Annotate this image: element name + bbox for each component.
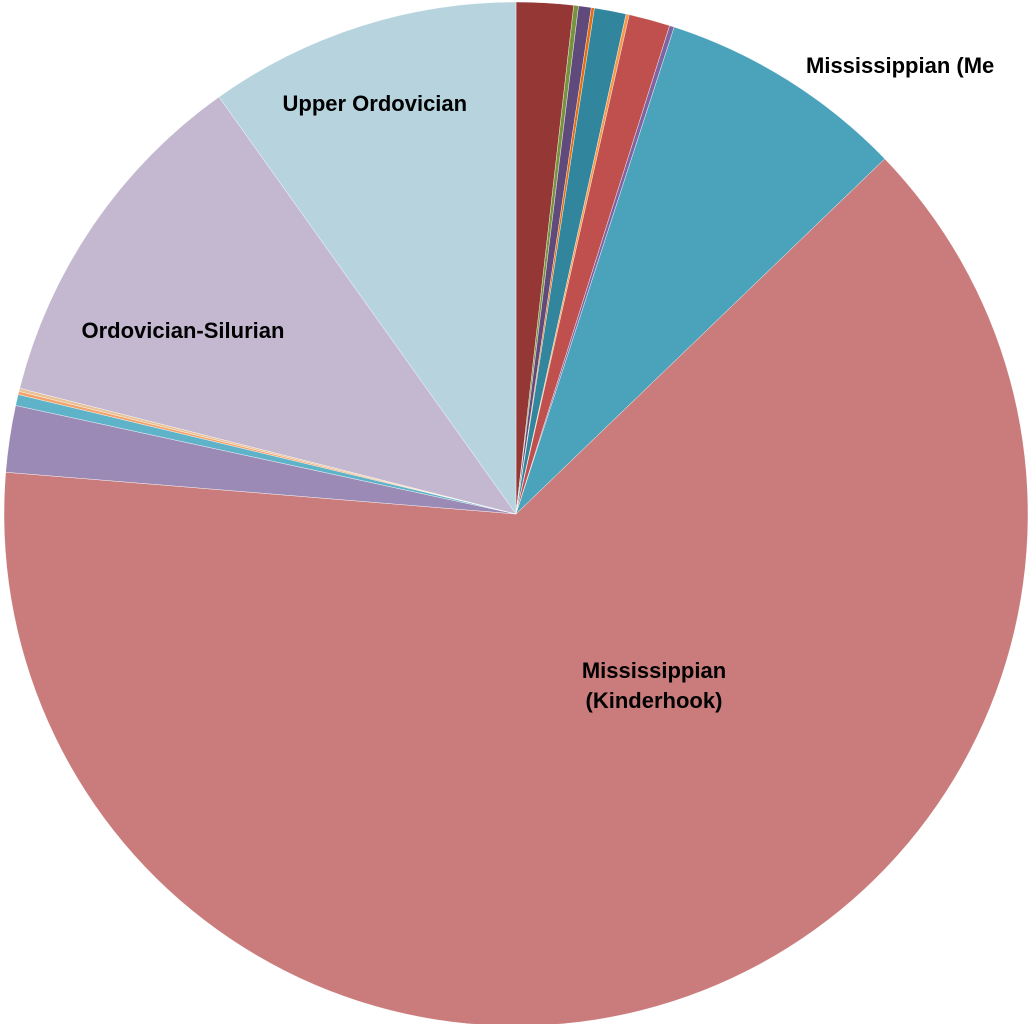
- pie-slice: [515, 26, 886, 515]
- slice-label: Mississippian (Kinderhook): [581, 658, 727, 713]
- pie-slice: [3, 158, 1029, 1024]
- pie-slice: [218, 1, 517, 515]
- pie-slice: [19, 96, 517, 515]
- slice-label: Mississippian (Me: [806, 53, 995, 78]
- slice-label: Ordovician-Silurian: [81, 318, 285, 343]
- slice-label: Upper Ordovician: [282, 91, 468, 116]
